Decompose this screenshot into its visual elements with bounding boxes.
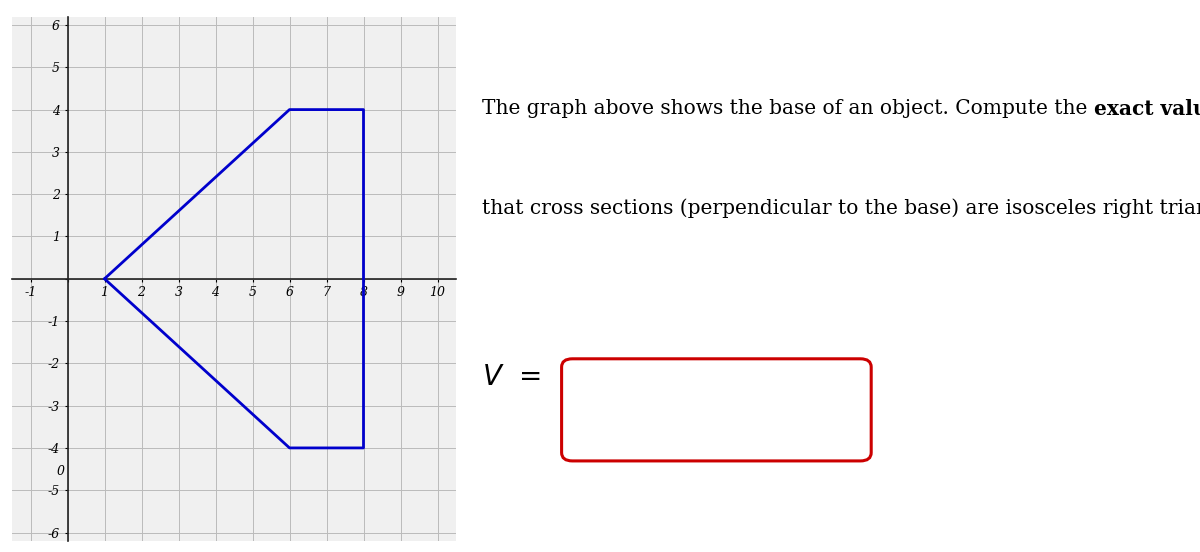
Text: ×: × <box>820 396 842 424</box>
Text: $V$  =: $V$ = <box>482 364 541 391</box>
Text: The graph above shows the base of an object. Compute the: The graph above shows the base of an obj… <box>482 99 1094 118</box>
Text: exact value: exact value <box>1094 99 1200 119</box>
Text: 48: 48 <box>590 396 625 423</box>
Text: that cross sections (perpendicular to the base) are isosceles right triangles wi: that cross sections (perpendicular to th… <box>482 199 1200 219</box>
FancyBboxPatch shape <box>562 359 871 461</box>
Text: 0: 0 <box>56 465 65 478</box>
